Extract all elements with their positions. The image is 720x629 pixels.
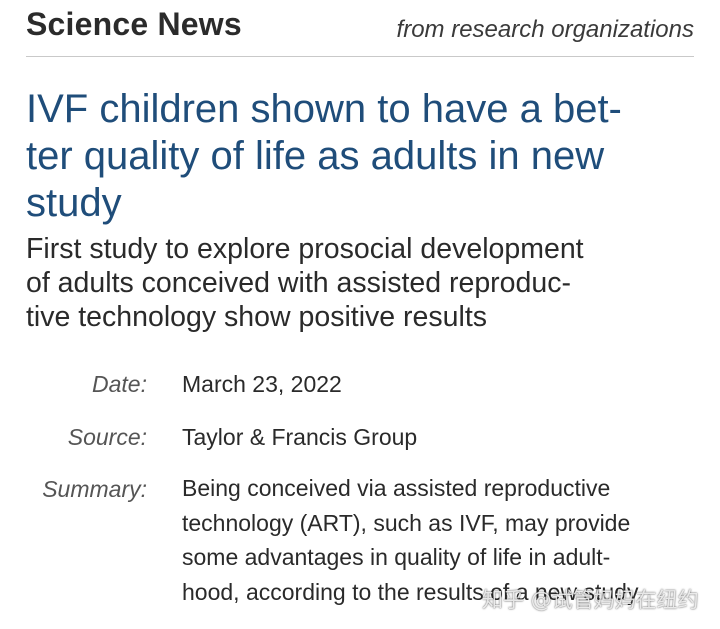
date-label: Date: [92,371,147,397]
article-headline: IVF children shown to have a bet- ter qu… [26,86,696,227]
summary-line: some advantages in quality of life in ad… [182,544,611,570]
source-value[interactable]: Taylor & Francis Group [182,424,418,450]
headline-line: ter quality of life as adults in new [26,134,605,178]
article-subheadline: First study to explore prosocial develop… [26,232,706,334]
summary-line: technology (ART), such as IVF, may provi… [182,509,631,536]
watermark: 知乎 @试管妈妈在纽约 [482,588,699,612]
subheadline-line: of adults conceived with assisted reprod… [26,267,571,299]
summary-line: Being conceived via assisted reproductiv… [182,475,611,501]
headline-line: study [26,181,122,225]
summary-label: Summary: [42,476,147,502]
masthead: Science News from research organizations [26,4,694,57]
summary-line: hood, according to the results of a new … [182,578,644,605]
subheadline-line: tive technology show positive results [26,301,487,333]
subheadline-line: First study to explore prosocial develop… [26,233,584,265]
summary-text: Being conceived via assisted reproductiv… [182,471,702,609]
source-label: Source: [67,424,147,450]
headline-line: IVF children shown to have a bet- [26,87,622,131]
site-tagline: from research organizations [396,16,694,43]
site-title[interactable]: Science News [26,6,242,42]
date-value: March 23, 2022 [182,371,342,397]
